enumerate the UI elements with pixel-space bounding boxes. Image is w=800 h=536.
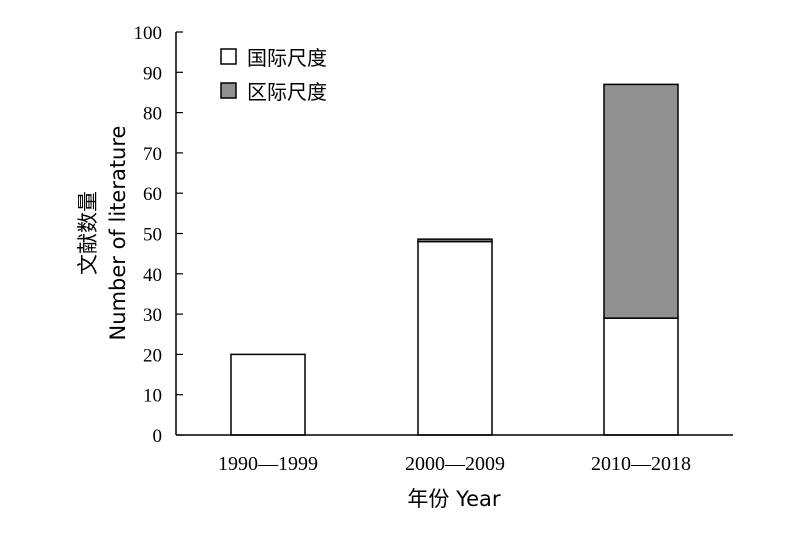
y-axis-ticks: 0 10 20 30 40 50 60 70 80 90 100 <box>134 23 183 447</box>
y-tick-label: 70 <box>143 144 162 165</box>
legend: 国际尺度 区际尺度 <box>220 46 327 104</box>
y-tick-label: 40 <box>143 265 162 286</box>
x-tick-label: 2000—2009 <box>405 453 505 475</box>
legend-label-interregional: 区际尺度 <box>247 80 327 104</box>
y-tick-label: 0 <box>153 426 163 447</box>
y-tick-label: 60 <box>143 184 162 205</box>
y-tick-label: 90 <box>143 63 162 84</box>
legend-swatch-interregional <box>220 82 237 99</box>
y-tick-label: 100 <box>134 23 163 44</box>
y-tick-label: 80 <box>143 104 162 125</box>
y-axis-title-en: Number of literature <box>106 126 130 341</box>
legend-swatch-international <box>220 48 237 65</box>
y-tick-label: 50 <box>143 225 162 246</box>
y-tick-label: 30 <box>143 305 162 326</box>
bar-international-2 <box>603 317 679 436</box>
legend-label-international: 国际尺度 <box>247 46 327 70</box>
bar-international-1 <box>417 240 493 436</box>
bar-international-0 <box>230 353 306 436</box>
y-axis-title-cn: 文献数量 <box>76 191 100 275</box>
x-tick-label: 2010—2018 <box>591 453 691 475</box>
bar-interregional-1 <box>417 238 493 243</box>
bars-layer <box>230 83 679 436</box>
x-axis-tick-labels: 1990—1999 2000—2009 2010—2018 <box>218 453 691 475</box>
x-tick-label: 1990—1999 <box>218 453 318 475</box>
y-axis-title: 文献数量 Number of literature <box>76 126 130 341</box>
bar-interregional-2 <box>603 83 679 319</box>
y-tick-label: 10 <box>143 386 162 407</box>
y-tick-label: 20 <box>143 345 162 366</box>
x-axis-title: 年份 Year <box>407 487 501 511</box>
